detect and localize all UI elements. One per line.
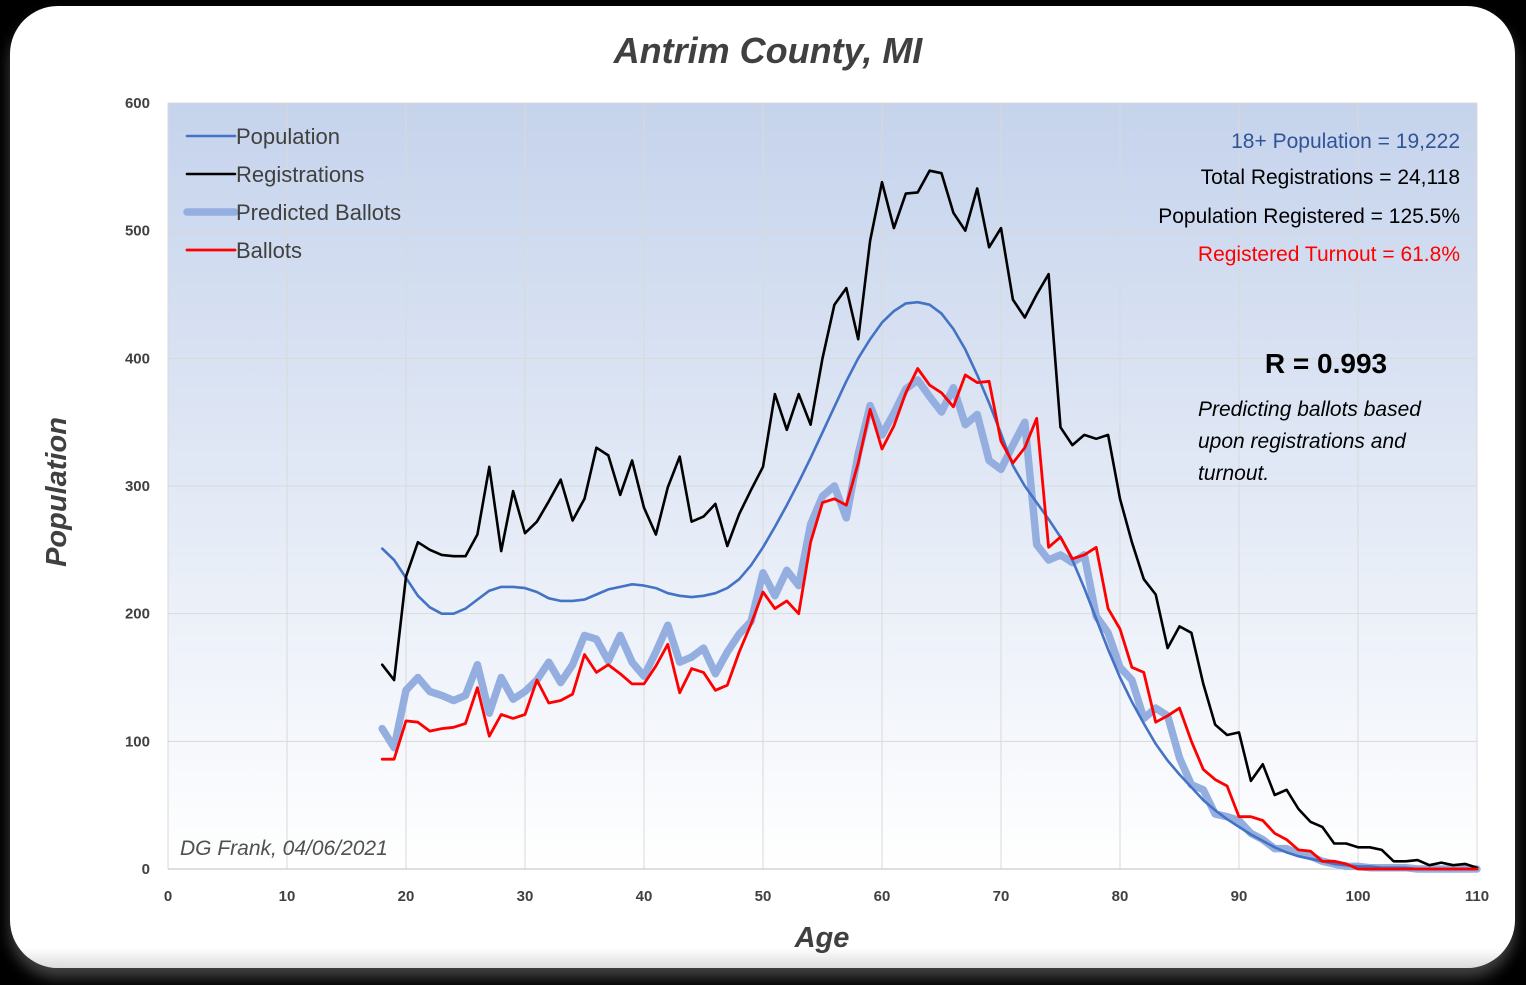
x-tick-label: 100: [1345, 888, 1370, 905]
card-shadow: [10, 948, 1515, 968]
x-tick-label: 50: [755, 888, 772, 905]
chart-title: Antrim County, MI: [613, 30, 924, 71]
note-line-1: Predicting ballots based: [1198, 398, 1422, 421]
x-axis-title: Age: [794, 922, 850, 954]
y-tick-label: 600: [125, 95, 150, 112]
x-tick-label: 60: [874, 888, 891, 905]
legend: Population Registrations Predicted Ballots…: [183, 124, 401, 263]
legend-label-population: Population: [236, 124, 340, 149]
x-tick-label: 90: [1231, 888, 1248, 905]
series-line-population: [380, 300, 1479, 871]
y-tick-label: 0: [142, 861, 150, 878]
legend-label-registrations: Registrations: [236, 162, 364, 187]
x-tick-label: 30: [517, 888, 534, 905]
y-tick-label: 500: [125, 223, 150, 240]
x-tick-label: 70: [993, 888, 1010, 905]
r-value: R = 0.993: [1265, 348, 1387, 379]
x-tick-label: 40: [636, 888, 653, 905]
total-registrations-stat: Total Registrations = 24,118: [1201, 166, 1460, 189]
x-tick-label: 80: [1112, 888, 1129, 905]
y-tick-label: 200: [125, 606, 150, 623]
y-tick-label: 400: [125, 350, 150, 367]
series-line-predicted-ballots: [378, 376, 1481, 873]
x-tick-label: 0: [164, 888, 172, 905]
x-axis-ticks: 0 10 20 30 40 50 60 70 80 90 100 110: [164, 888, 1489, 905]
x-tick-label: 20: [398, 888, 415, 905]
population-registered-stat: Population Registered = 125.5%: [1158, 205, 1460, 228]
legend-label-predicted-ballots: Predicted Ballots: [236, 200, 401, 225]
population-18-plus-stat: 18+ Population = 19,222: [1231, 130, 1460, 153]
x-tick-label: 10: [279, 888, 296, 905]
series-line-ballots: [380, 367, 1479, 871]
registered-turnout-stat: Registered Turnout = 61.8%: [1198, 243, 1460, 266]
series-lines: [378, 169, 1481, 873]
legend-label-ballots: Ballots: [236, 238, 302, 263]
note-line-2: upon registrations and: [1198, 430, 1407, 453]
y-axis-title: Population: [41, 417, 73, 567]
author-credit: DG Frank, 04/06/2021: [180, 837, 388, 860]
y-tick-label: 100: [125, 733, 150, 750]
y-tick-label: 300: [125, 478, 150, 495]
y-axis-ticks: 0 100 200 300 400 500 600: [125, 95, 150, 878]
note-line-3: turnout.: [1198, 462, 1269, 485]
x-tick-label: 110: [1465, 888, 1489, 905]
series-line-registrations: [380, 169, 1479, 870]
